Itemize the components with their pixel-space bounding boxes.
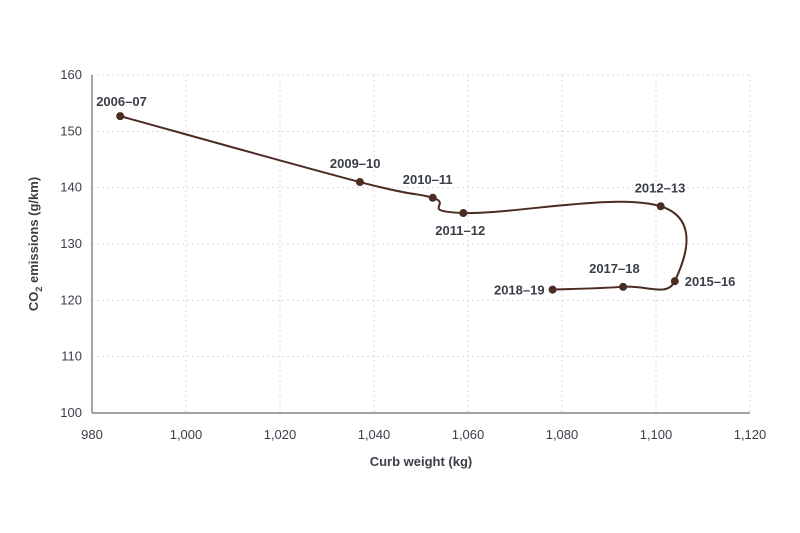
y-tick-label: 160 bbox=[60, 67, 82, 82]
x-axis-title: Curb weight (kg) bbox=[370, 454, 473, 469]
data-label: 2015–16 bbox=[685, 274, 736, 289]
x-tick-label: 1,080 bbox=[546, 427, 579, 442]
axes bbox=[91, 75, 750, 414]
y-axis-title: CO2 emissions (g/km) bbox=[26, 177, 44, 311]
x-tick-label: 1,020 bbox=[264, 427, 297, 442]
data-label: 2010–11 bbox=[403, 172, 453, 187]
data-label: 2012–13 bbox=[635, 180, 686, 195]
data-point-2006–07 bbox=[116, 112, 125, 121]
data-point-2010–11 bbox=[428, 193, 437, 202]
x-tick-label: 980 bbox=[81, 427, 103, 442]
x-tick-label: 1,100 bbox=[640, 427, 673, 442]
y-axis-title-rest: emissions (g/km) bbox=[26, 177, 41, 287]
series-line bbox=[119, 115, 688, 291]
data-point-2012–13 bbox=[656, 202, 665, 211]
y-tick-label: 100 bbox=[60, 405, 82, 420]
data-point-2015–16 bbox=[670, 277, 679, 286]
x-tick-label: 1,060 bbox=[452, 427, 485, 442]
y-axis-title-subscript: 2 bbox=[34, 287, 44, 292]
data-labels: 2006–07 2009–10 2010–11 2011–12 2012–13 2015–… bbox=[96, 94, 735, 298]
data-point-2009–10 bbox=[355, 178, 364, 187]
x-tick-label: 1,040 bbox=[358, 427, 391, 442]
data-point-2018–19 bbox=[548, 285, 557, 294]
x-tick-label: 1,120 bbox=[734, 427, 767, 442]
grid-lines bbox=[92, 74, 751, 413]
data-label: 2018–19 bbox=[494, 283, 545, 298]
y-tick-label: 110 bbox=[61, 349, 82, 364]
y-axis-title-base: CO bbox=[26, 292, 41, 312]
tick-labels: 100 110 120 130 140 150 160 980 1,000 1,020 1,040 1… bbox=[60, 67, 766, 442]
x-tick-label: 1,000 bbox=[170, 427, 203, 442]
data-label: 2009–10 bbox=[330, 156, 381, 171]
data-point-2011–12 bbox=[459, 209, 468, 218]
data-label: 2011–12 bbox=[435, 223, 485, 238]
y-tick-label: 140 bbox=[60, 180, 82, 195]
y-tick-label: 150 bbox=[60, 123, 82, 138]
data-points bbox=[116, 112, 679, 294]
data-label: 2017–18 bbox=[589, 261, 640, 276]
y-tick-label: 120 bbox=[60, 292, 82, 307]
data-label: 2006–07 bbox=[96, 94, 147, 109]
data-point-2017–18 bbox=[619, 282, 628, 291]
y-tick-label: 130 bbox=[60, 236, 82, 251]
